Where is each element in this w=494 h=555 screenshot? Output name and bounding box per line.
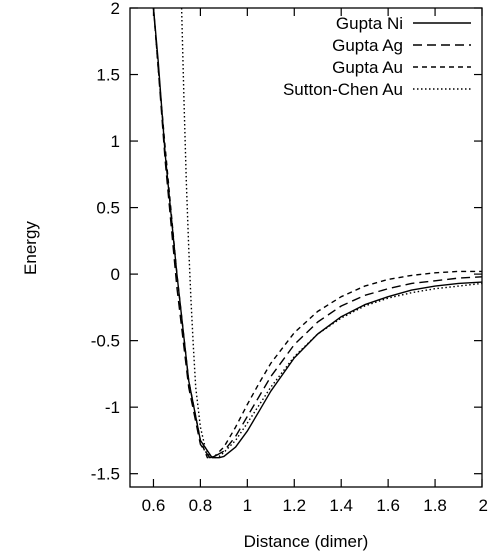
y-tick-label: -1 — [105, 398, 120, 417]
series-line-gupta-ni — [152, 8, 482, 459]
legend-label: Gupta Ag — [332, 36, 403, 55]
series-layer — [152, 8, 482, 459]
y-tick-label: 1.5 — [96, 66, 120, 85]
x-tick-label: 1 — [243, 496, 252, 515]
legend-label: Gupta Ni — [336, 14, 403, 33]
y-tick-label: -1.5 — [91, 465, 120, 484]
y-tick-label: -0.5 — [91, 332, 120, 351]
x-tick-label: 0.6 — [142, 496, 166, 515]
series-line-gupta-ag — [152, 8, 482, 459]
y-axis-ticks: 2 1.5 1 0.5 0 -0.5 -1 -1.5 — [91, 0, 482, 484]
y-tick-label: 2 — [111, 0, 120, 18]
legend-label: Gupta Au — [332, 58, 403, 77]
plot-frame — [129, 7, 483, 488]
y-tick-label: 0 — [111, 265, 120, 284]
legend: Gupta Ni Gupta Ag Gupta Au Sutton-Chen Au — [283, 14, 471, 99]
y-tick-label: 1 — [111, 132, 120, 151]
legend-label: Sutton-Chen Au — [283, 80, 403, 99]
series-line-sutton-chen-au — [180, 8, 482, 459]
series-line-gupta-au — [152, 8, 482, 459]
x-tick-label: 1.4 — [329, 496, 353, 515]
x-tick-label: 1.6 — [376, 496, 400, 515]
y-axis-title: Energy — [21, 221, 40, 275]
x-tick-label: 1.2 — [282, 496, 306, 515]
x-tick-label: 2 — [479, 496, 488, 515]
x-tick-label: 1.8 — [423, 496, 447, 515]
x-axis-title: Distance (dimer) — [244, 532, 369, 551]
x-axis-ticks: 0.6 0.8 1 1.2 1.4 1.6 1.8 2 — [142, 8, 488, 515]
y-tick-label: 0.5 — [96, 199, 120, 218]
x-tick-label: 0.8 — [189, 496, 213, 515]
